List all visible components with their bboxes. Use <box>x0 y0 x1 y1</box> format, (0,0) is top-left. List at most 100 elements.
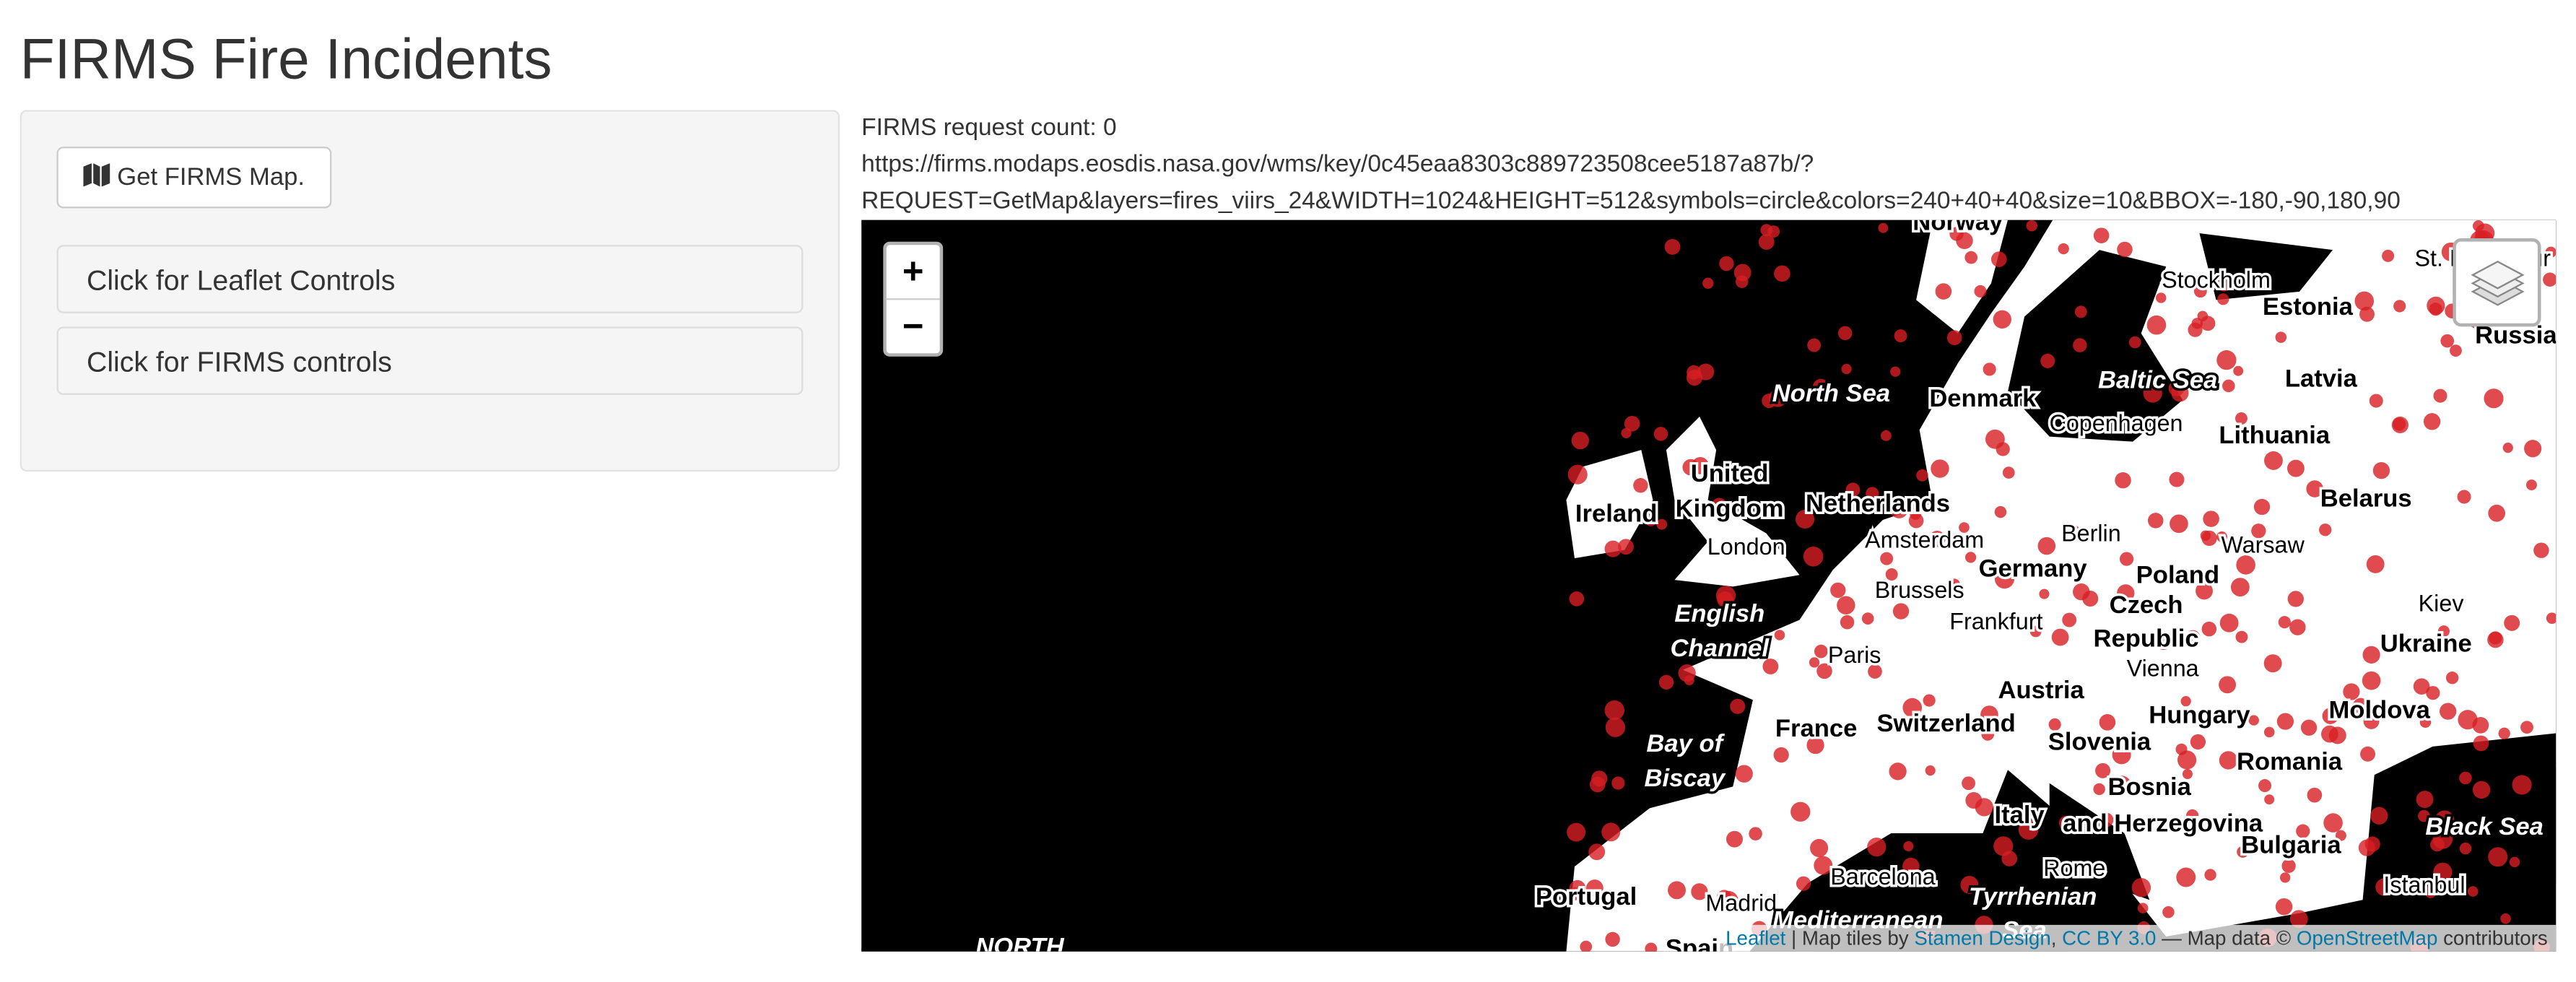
fire-point <box>1601 822 1621 842</box>
fire-point <box>2278 430 2291 443</box>
fire-point <box>1814 856 1833 875</box>
fire-point <box>2074 305 2087 318</box>
fire-point <box>1762 394 1777 409</box>
fire-point <box>1758 234 1775 250</box>
fire-point <box>2217 293 2229 305</box>
fire-point <box>2001 851 2018 866</box>
fire-point <box>2216 531 2227 542</box>
fire-point <box>2450 344 2462 357</box>
fire-point <box>2419 716 2432 728</box>
fire-point <box>2146 315 2167 335</box>
fire-point <box>1994 505 2007 518</box>
fire-point <box>2429 303 2442 316</box>
zoom-out[interactable]: − <box>902 305 924 347</box>
map-label: Brussels <box>1875 577 1964 603</box>
fire-point <box>2048 718 2061 731</box>
fire-point <box>1812 378 1829 396</box>
fire-point <box>2169 472 2185 487</box>
map-icon <box>83 163 110 187</box>
fire-point <box>2131 878 2151 898</box>
map-label: Stockholm <box>2162 267 2271 293</box>
fire-point <box>1880 430 1892 441</box>
fire-point <box>2416 791 2434 809</box>
fire-point <box>2216 350 2237 370</box>
fire-point <box>2362 671 2381 690</box>
fire-point <box>1682 459 1700 476</box>
url-text: https://firms.modaps.eosdis.nasa.gov/wms… <box>861 152 1814 178</box>
fire-point <box>1975 798 1993 817</box>
fire-point <box>1902 698 1923 718</box>
fire-point <box>2137 903 2149 914</box>
fire-point <box>1645 514 1657 526</box>
link[interactable]: OpenStreetMap <box>2296 926 2438 950</box>
fire-point <box>1618 539 1634 555</box>
fire-point <box>2093 227 2110 243</box>
fire-point <box>1604 700 1624 721</box>
fire-point <box>2430 837 2445 852</box>
fire-point <box>1589 776 1606 793</box>
fire-point <box>2191 318 2203 329</box>
collapse-panel[interactable]: Click for Leaflet Controls <box>56 245 804 313</box>
map-label: Baltic Sea <box>2098 367 2217 394</box>
map-label: Hungary <box>2149 702 2250 729</box>
fire-point <box>2319 523 2332 536</box>
fire-point <box>2177 750 2197 770</box>
fire-point <box>2369 394 2383 408</box>
collapse-panel[interactable]: Click for FIRMS controls <box>56 326 804 395</box>
fire-point <box>1567 822 1586 842</box>
attribution: Leaflet | Map tiles by Stamen Design, CC… <box>1717 924 2557 952</box>
fire-point <box>2222 379 2235 393</box>
fire-point <box>1645 942 1658 952</box>
map-label: United <box>1691 460 1769 487</box>
fire-point <box>2204 869 2216 881</box>
fire-point <box>1889 500 1908 518</box>
get-map-button[interactable]: Get FIRMS Map. <box>56 147 332 209</box>
fire-point <box>2306 480 2323 497</box>
fire-point <box>1730 698 1746 714</box>
fire-point <box>2185 630 2201 645</box>
map-label: Vienna <box>2127 655 2199 681</box>
fire-point <box>2375 878 2393 896</box>
layers-control[interactable] <box>2453 238 2541 327</box>
fire-point <box>1925 765 1936 776</box>
fire-point <box>2473 735 2489 752</box>
map-label: Czech <box>2110 591 2183 619</box>
fire-point <box>2051 628 2069 646</box>
fire-point <box>2281 859 2296 873</box>
fire-point <box>1814 644 1828 659</box>
fire-point <box>1931 459 1949 478</box>
fire-point <box>2391 416 2409 434</box>
fire-point <box>2112 775 2132 796</box>
fire-point <box>1726 830 1743 848</box>
fire-point <box>1749 827 1762 840</box>
fire-point <box>1809 657 1820 668</box>
fire-point <box>2423 413 2441 430</box>
fire-point <box>1717 591 1733 608</box>
map-label: Paris <box>1828 642 1881 668</box>
fire-point <box>2363 713 2380 729</box>
fire-point <box>1830 582 1846 599</box>
fire-point <box>1962 776 1975 791</box>
fire-point <box>2180 696 2191 707</box>
fire-point <box>1867 837 1887 857</box>
link[interactable]: Leaflet <box>1726 926 1786 950</box>
fire-point <box>2275 898 2293 916</box>
link[interactable]: CC BY 3.0 <box>2062 926 2157 950</box>
fire-point <box>2457 490 2471 504</box>
fire-point <box>2128 336 2141 349</box>
map-label: Biscay <box>1644 765 1726 792</box>
fire-point <box>2343 683 2360 700</box>
fire-point <box>1790 801 1811 822</box>
fire-point <box>2279 872 2291 883</box>
fire-point <box>1892 603 1910 620</box>
map-label: Ukraine <box>2380 630 2472 657</box>
fire-point <box>2237 846 2249 858</box>
fire-point <box>1806 736 1824 755</box>
map-label: Austria <box>1998 677 2085 704</box>
fire-point <box>2458 710 2478 730</box>
fire-point <box>1604 540 1622 557</box>
link[interactable]: Stamen Design <box>1914 926 2051 950</box>
fire-point <box>2190 734 2206 750</box>
zoom-in[interactable]: + <box>886 245 940 300</box>
